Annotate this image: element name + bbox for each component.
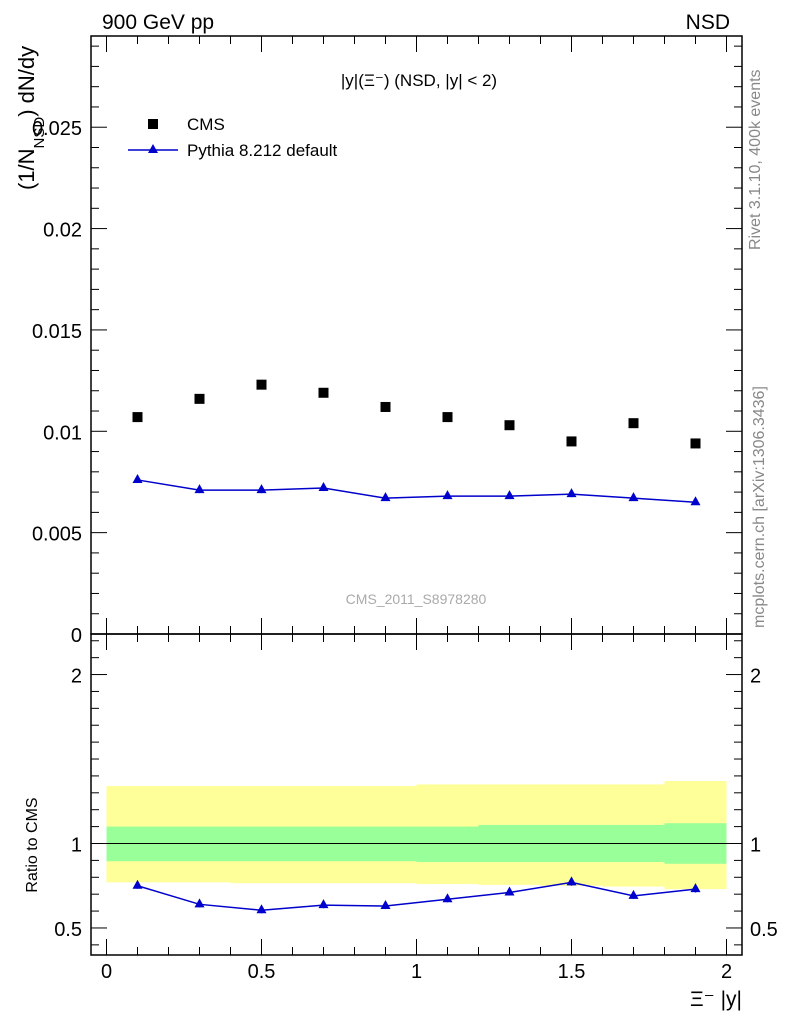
legend-pythia-label: Pythia 8.212 default [187, 141, 338, 160]
main-ytick-label: 0.01 [43, 422, 82, 444]
ratio-band-green [416, 826, 479, 863]
xtick-label: 0.5 [248, 961, 276, 983]
ratio-pythia-point [628, 889, 639, 899]
mcplots-label: mcplots.cern.ch [arXiv:1306.3436] [751, 386, 768, 628]
x-axis-label: Ξ⁻ |y| [690, 988, 742, 1011]
main-ytick-label: 0.02 [43, 220, 82, 242]
ratio-pythia-point [318, 899, 329, 909]
ratio-bands [91, 780, 742, 890]
cms-point [318, 387, 329, 398]
ratio-ytick-label-left: 2 [71, 666, 82, 688]
xtick-label: 2 [721, 961, 732, 983]
cms-point [690, 438, 701, 449]
legend: CMS Pythia 8.212 default [128, 115, 338, 160]
ratio-pythia-point [566, 876, 577, 886]
pythia-point [504, 490, 515, 500]
ratio-pythia-point [194, 898, 205, 908]
cms-point [442, 412, 453, 423]
cms-point [132, 412, 143, 423]
ratio-data [132, 876, 701, 914]
svg-text:(1/NNSD) dN/dy: (1/NNSD) dN/dy [14, 46, 48, 190]
watermark: CMS_2011_S8978280 [346, 591, 487, 607]
pythia-point [194, 484, 205, 494]
legend-pythia-marker [148, 144, 158, 153]
main-ticks [91, 36, 742, 635]
pythia-point [318, 482, 329, 492]
pythia-point [380, 492, 391, 502]
pythia-point [256, 484, 267, 494]
legend-cms-marker [148, 119, 158, 129]
ratio-pythia-point [690, 883, 701, 893]
main-ytick-label: 0 [71, 625, 82, 647]
ratio-ytick-labels: 0.5 0.5 1 1 2 2 [54, 666, 778, 941]
main-ytick-labels: 0 0.005 0.01 0.015 0.02 0.025 [32, 118, 82, 647]
ratio-panel: 0.5 0.5 1 1 2 2 Ratio to CMS 0 0.5 1 1.5 2 Ξ⁻ |y| [24, 633, 778, 1011]
xtick-label: 1 [411, 961, 422, 983]
ratio-ytick-label-right: 2 [750, 666, 761, 688]
ratio-pythia-line [137, 881, 696, 911]
rivet-label: Rivet 3.1.10, 400k events [747, 69, 764, 250]
main-y-axis-label: (1/NNSD) dN/dy [14, 46, 48, 190]
ratio-pythia-point [504, 886, 515, 896]
pythia-point [132, 473, 143, 483]
pythia-line [137, 479, 696, 503]
ratio-ytick-label-left: 0.5 [54, 919, 82, 941]
pythia-point [566, 488, 577, 498]
xtick-labels: 0 0.5 1 1.5 2 [101, 961, 732, 983]
cms-point [504, 420, 515, 431]
cms-point [566, 436, 577, 447]
energy-label: 900 GeV pp [102, 11, 214, 34]
pythia-point [442, 490, 453, 500]
ratio-pythia-point [442, 893, 453, 903]
ratio-pythia-point [132, 879, 143, 889]
main-ytick-label: 0.005 [32, 524, 82, 546]
main-data [132, 379, 701, 506]
pythia-point [628, 492, 639, 502]
ratio-pythia-point [256, 904, 267, 914]
cms-point [256, 379, 267, 390]
xtick-label: 0 [101, 961, 112, 983]
main-ytick-label: 0.015 [32, 321, 82, 343]
ratio-ytick-label-left: 1 [71, 834, 82, 856]
ratio-ticks [91, 634, 742, 955]
xtick-label: 1.5 [558, 961, 586, 983]
main-title: |y|(Ξ⁻) (NSD, |y| < 2) [341, 71, 497, 90]
cms-point [380, 401, 391, 412]
ratio-ytick-label-right: 0.5 [750, 919, 778, 941]
cms-point [194, 393, 205, 404]
legend-cms-label: CMS [187, 115, 225, 134]
process-label: NSD [686, 11, 730, 34]
ratio-ytick-label-right: 1 [750, 834, 761, 856]
main-panel: 0 0.005 0.01 0.015 0.02 0.025 |y|(Ξ⁻) (NSD, |… [14, 35, 743, 647]
ratio-y-axis-label: Ratio to CMS [24, 797, 41, 892]
cms-point [628, 418, 639, 429]
ratio-pythia-point [380, 900, 391, 910]
main-ytick-label: 0.025 [32, 118, 82, 140]
pythia-point [690, 496, 701, 506]
